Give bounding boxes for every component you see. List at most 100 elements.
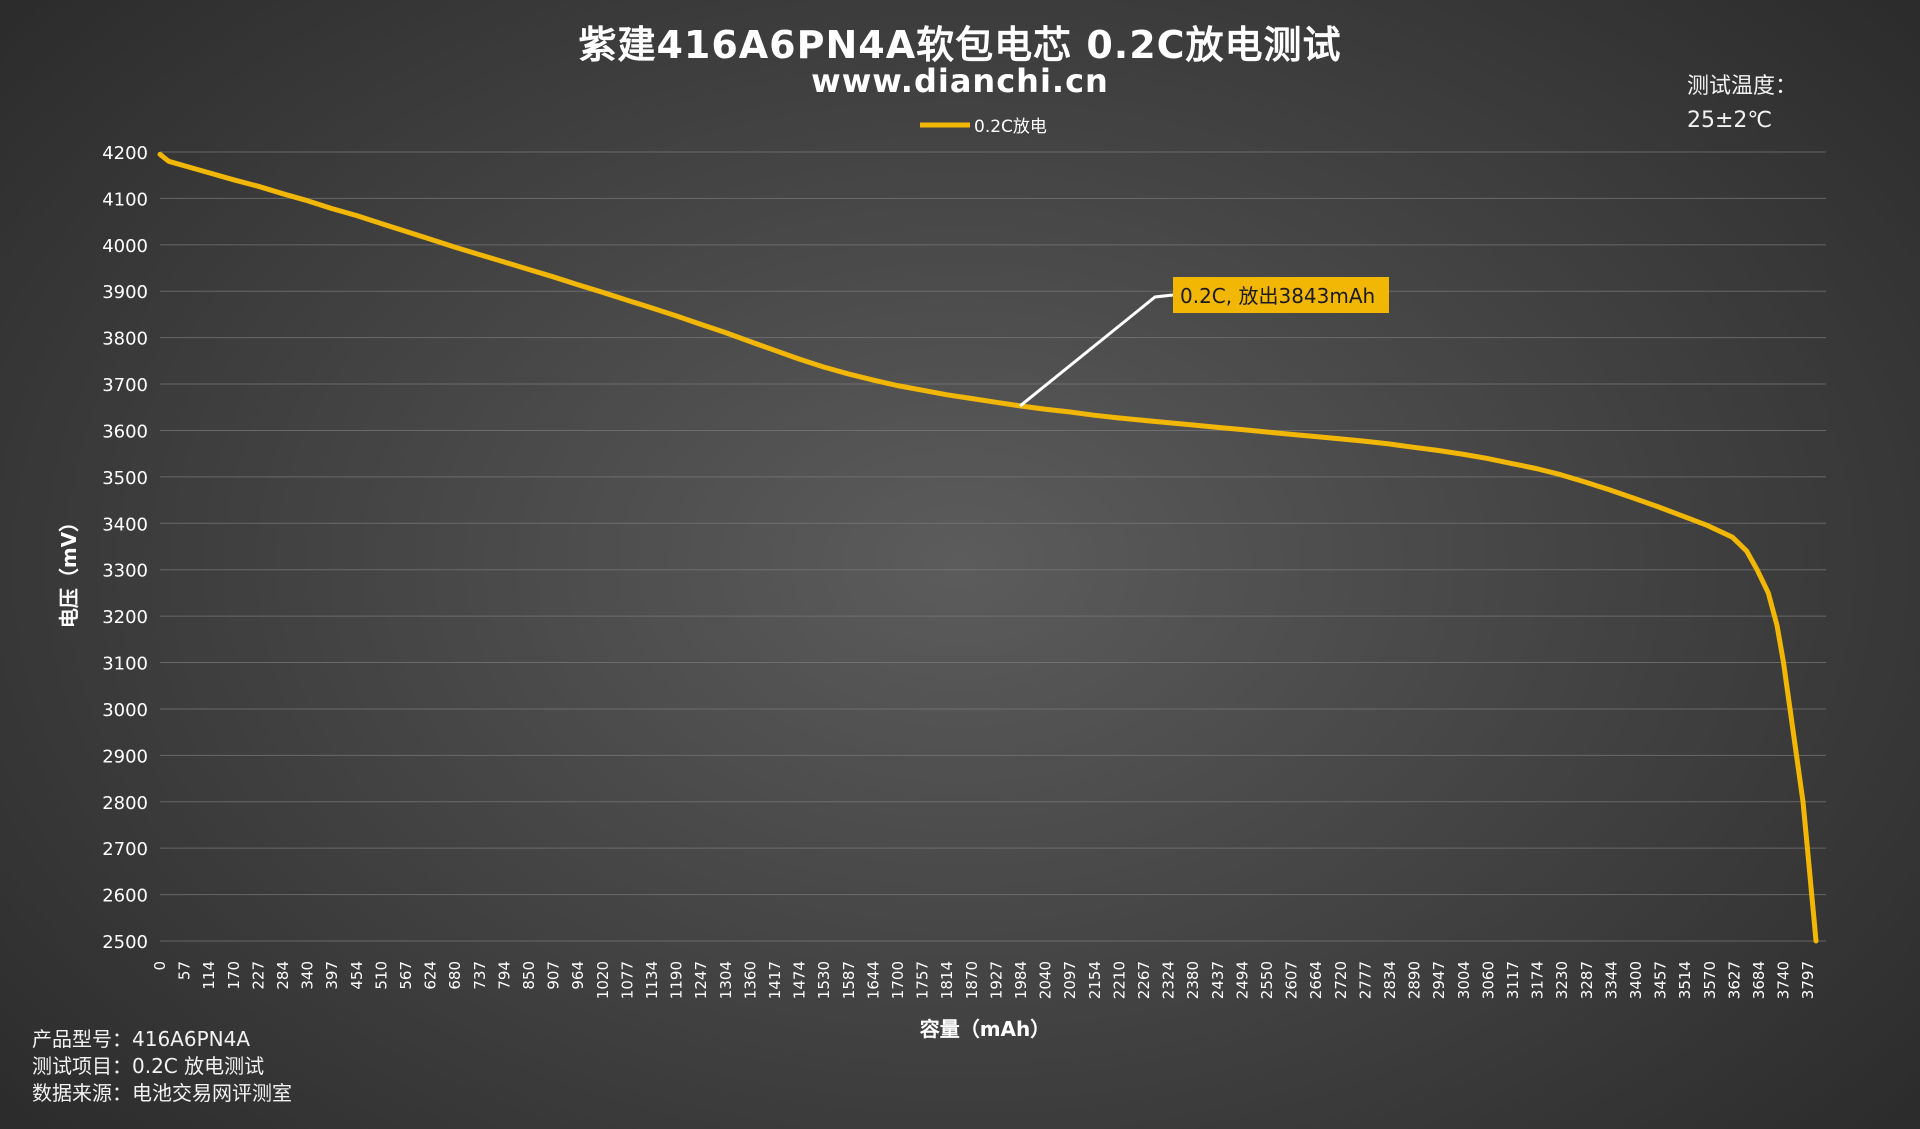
x-tick-label: 170 [225,961,243,990]
x-axis-ticks: 0 57 114 170 227 284 340 397 454 510 567 624 680 737 7… [151,961,1817,999]
x-tick-label: 2890 [1406,961,1424,999]
product-model-label: 产品型号： [32,1027,132,1051]
x-tick-label: 2154 [1086,961,1104,999]
x-tick-label: 737 [471,961,489,990]
test-item-label: 测试项目： [32,1054,132,1078]
x-tick-label: 1927 [987,961,1005,999]
x-tick-label: 227 [249,961,267,990]
x-tick-label: 1077 [618,961,636,999]
x-tick-label: 114 [200,961,218,990]
x-tick-label: 680 [446,961,464,990]
x-tick-label: 3344 [1602,961,1620,999]
test-temperature-label: 测试温度： [1687,74,1798,99]
x-tick-label: 2097 [1061,961,1079,999]
x-tick-label: 340 [299,961,317,990]
x-tick-label: 3400 [1627,961,1645,999]
annotation-leader [1019,293,1174,408]
x-tick-label: 397 [323,961,341,990]
y-tick-label: 3900 [102,282,148,303]
footer-data-source: 数据来源：电池交易网评测室 [32,1080,292,1107]
annotation-text: 0.2C, 放出3843mAh [1180,284,1375,308]
annotation-box [1173,277,1389,313]
x-tick-label: 3684 [1750,961,1768,999]
y-tick-label: 4000 [102,236,148,257]
x-tick-label: 1020 [594,961,612,999]
x-tick-label: 2834 [1381,961,1399,999]
x-tick-label: 3004 [1455,961,1473,999]
chart-legend: 0.2C放电 [920,117,1047,137]
x-tick-label: 2040 [1037,961,1055,999]
x-tick-label: 0 [151,961,169,971]
x-axis-label: 容量（mAh） [920,1017,1051,1041]
x-tick-label: 794 [495,961,513,990]
chart-annotation: 0.2C, 放出3843mAh [1019,277,1389,408]
x-tick-label: 1360 [741,961,759,999]
x-tick-label: 454 [348,961,366,990]
y-tick-label: 3000 [102,700,148,721]
y-tick-label: 3800 [102,329,148,350]
y-tick-label: 2600 [102,886,148,907]
x-tick-label: 964 [569,961,587,990]
chart-title: 紫建416A6PN4A软包电芯 0.2C放电测试 [578,23,1342,67]
x-tick-label: 1417 [766,961,784,999]
test-temperature: 测试温度： 25±2℃ [1687,70,1797,138]
x-tick-label: 2720 [1332,961,1350,999]
x-tick-label: 284 [274,961,292,990]
x-tick-label: 1304 [717,961,735,999]
product-model-value: 416A6PN4A [132,1027,251,1051]
x-tick-label: 2607 [1283,961,1301,999]
y-tick-label: 2500 [102,932,148,953]
x-tick-label: 2947 [1430,961,1448,999]
legend-label: 0.2C放电 [974,117,1047,137]
x-tick-label: 1247 [692,961,710,999]
x-tick-label: 2437 [1209,961,1227,999]
y-tick-label: 3500 [102,468,148,489]
data-source-label: 数据来源： [32,1081,132,1105]
x-tick-label: 3457 [1652,961,1670,999]
x-tick-label: 3740 [1775,961,1793,999]
x-tick-label: 850 [520,961,538,990]
test-item-value: 0.2C 放电测试 [132,1054,265,1078]
y-axis-ticks: 4200 4100 4000 3900 3800 3700 3600 3500 3400 3300… [102,143,148,953]
y-tick-label: 3400 [102,514,148,535]
x-tick-label: 2777 [1356,961,1374,999]
x-tick-label: 57 [176,961,194,980]
x-tick-label: 2380 [1184,961,1202,999]
x-tick-label: 3230 [1553,961,1571,999]
x-tick-label: 2210 [1110,961,1128,999]
x-tick-label: 3797 [1799,961,1817,999]
x-tick-label: 1700 [889,961,907,999]
y-tick-label: 3300 [102,561,148,582]
y-tick-label: 3600 [102,421,148,442]
x-tick-label: 1984 [1012,961,1030,999]
x-tick-label: 567 [397,961,415,990]
x-tick-label: 510 [372,961,390,990]
x-tick-label: 2664 [1307,961,1325,999]
x-tick-label: 1814 [938,961,956,999]
y-tick-label: 3100 [102,654,148,675]
y-tick-label: 2800 [102,793,148,814]
x-tick-label: 1474 [791,961,809,999]
chart-grid [160,151,1826,942]
x-tick-label: 1587 [840,961,858,999]
x-tick-label: 3117 [1504,961,1522,999]
footer-info: 产品型号：416A6PN4A 测试项目：0.2C 放电测试 数据来源：电池交易网… [32,1026,292,1107]
y-tick-label: 3200 [102,607,148,628]
y-tick-label: 3700 [102,375,148,396]
series-line-0.2C放电 [157,151,1819,944]
x-tick-label: 3570 [1701,961,1719,999]
x-tick-label: 1757 [914,961,932,999]
y-tick-label: 4100 [102,189,148,210]
x-tick-label: 2550 [1258,961,1276,999]
x-tick-label: 2494 [1233,961,1251,999]
footer-test-item: 测试项目：0.2C 放电测试 [32,1053,292,1080]
x-tick-label: 1644 [864,961,882,999]
test-temperature-value: 25±2℃ [1687,108,1773,133]
y-tick-label: 2700 [102,839,148,860]
x-tick-label: 3174 [1529,961,1547,999]
x-tick-label: 1530 [815,961,833,999]
footer-product-model: 产品型号：416A6PN4A [32,1026,292,1053]
x-tick-label: 3627 [1725,961,1743,999]
y-axis-label: 电压（mV） [57,512,81,628]
